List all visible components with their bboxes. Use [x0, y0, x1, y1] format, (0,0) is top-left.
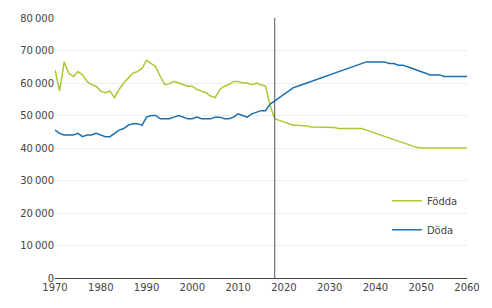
svg-text:Födda: Födda	[427, 196, 457, 207]
svg-text:1970: 1970	[42, 282, 67, 293]
svg-text:2030: 2030	[317, 282, 342, 293]
svg-text:Döda: Döda	[427, 225, 453, 236]
svg-text:2040: 2040	[363, 282, 388, 293]
svg-text:1980: 1980	[88, 282, 113, 293]
svg-text:0: 0	[48, 273, 54, 284]
svg-text:2020: 2020	[271, 282, 296, 293]
svg-text:2050: 2050	[408, 282, 433, 293]
svg-text:20 000: 20 000	[20, 208, 54, 219]
svg-text:2010: 2010	[225, 282, 250, 293]
svg-text:1990: 1990	[134, 282, 159, 293]
svg-text:60 000: 60 000	[20, 78, 54, 89]
svg-text:40 000: 40 000	[20, 143, 54, 154]
svg-text:50 000: 50 000	[20, 110, 54, 121]
svg-text:2000: 2000	[180, 282, 205, 293]
svg-text:10 000: 10 000	[20, 240, 54, 251]
svg-text:80 000: 80 000	[20, 13, 54, 24]
svg-text:2060: 2060	[454, 282, 479, 293]
svg-text:70 000: 70 000	[20, 45, 54, 56]
svg-text:30 000: 30 000	[20, 175, 54, 186]
